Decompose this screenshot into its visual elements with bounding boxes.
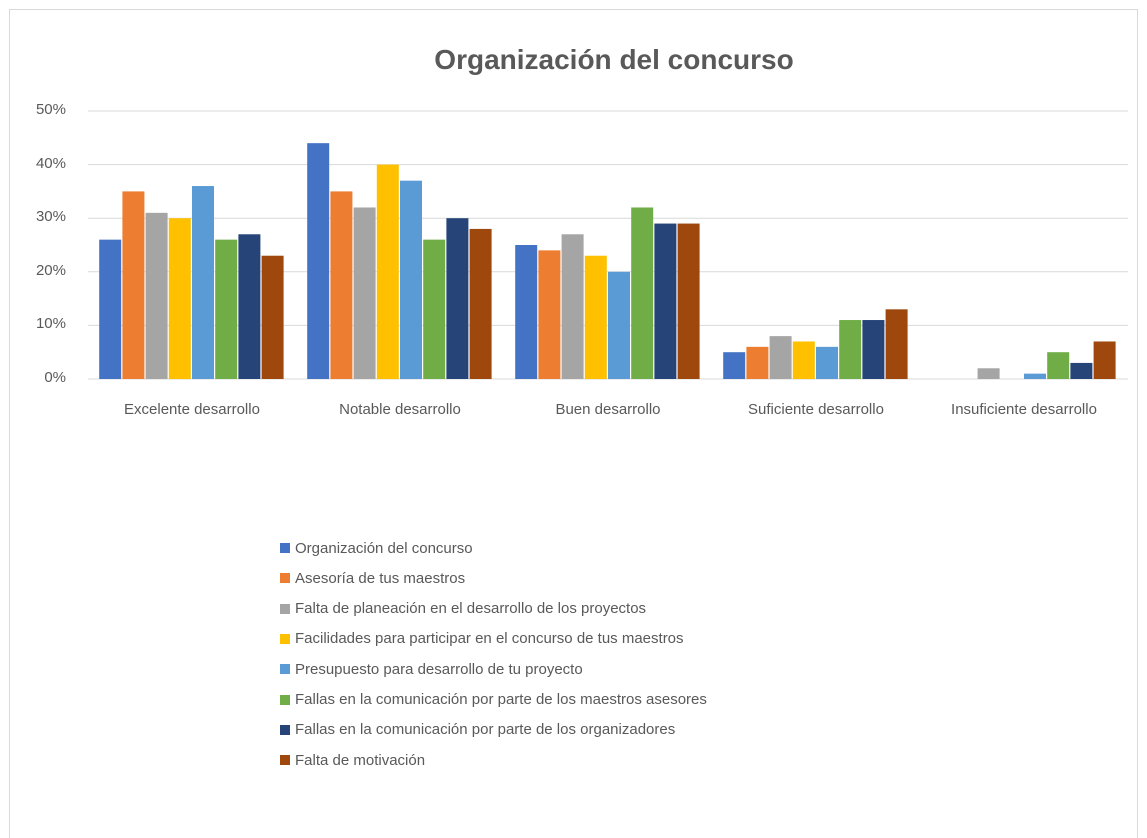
bar <box>122 191 145 379</box>
bar <box>584 255 607 379</box>
x-tick-label: Suficiente desarrollo <box>748 401 884 418</box>
bar <box>376 164 399 379</box>
bar <box>261 255 284 379</box>
y-tick-label: 40% <box>35 154 66 172</box>
bar <box>469 228 492 379</box>
chart-border <box>9 9 1138 838</box>
y-tick-label: 0% <box>44 369 66 386</box>
legend-entry: Organización del concurso <box>280 538 473 558</box>
bar <box>330 191 353 379</box>
bar <box>839 320 862 379</box>
legend-label: Presupuesto para desarrollo de tu proyec… <box>295 660 583 678</box>
bar <box>792 341 815 379</box>
legend-label: Falta de planeación en el desarrollo de … <box>295 600 647 618</box>
legend-swatch <box>280 664 290 675</box>
bar <box>1024 373 1046 379</box>
bar <box>608 271 630 379</box>
y-tick-label: 50% <box>35 101 66 118</box>
legend-entry: Facilidades para participar en el concur… <box>280 629 684 649</box>
legend-label: Asesoría de tus maestros <box>295 569 466 587</box>
legend-swatch <box>280 633 290 644</box>
x-tick-label: Insuficiente desarrollo <box>951 401 1097 418</box>
bar <box>769 336 792 379</box>
bar <box>561 234 584 379</box>
legend-label: Falta de motivación <box>295 751 426 769</box>
x-tick-label: Excelente desarrollo <box>124 401 260 418</box>
bar <box>168 218 191 379</box>
legend-swatch <box>280 603 290 614</box>
y-tick-label: 10% <box>35 315 66 333</box>
legend-swatch <box>280 543 290 553</box>
bar <box>423 239 446 379</box>
bar <box>862 320 885 379</box>
bar <box>538 250 561 379</box>
chart-title: Organización del concurso <box>434 44 794 75</box>
bar <box>885 309 908 379</box>
bar <box>746 346 769 379</box>
legend-label: Fallas en la comunicación por parte de l… <box>295 721 676 739</box>
x-tick-label: Buen desarrollo <box>555 401 661 418</box>
bar <box>977 368 1000 379</box>
bar <box>816 346 838 379</box>
legend-swatch <box>280 724 290 735</box>
legend-label: Fallas en la comunicación por parte de l… <box>295 691 707 708</box>
bar <box>353 207 376 379</box>
legend-entry: Fallas en la comunicación por parte de l… <box>280 690 707 710</box>
bar <box>677 223 700 379</box>
bar <box>631 207 654 379</box>
x-tick-label: Notable desarrollo <box>339 401 461 418</box>
legend-label: Facilidades para participar en el concur… <box>295 630 684 648</box>
bar <box>145 212 168 379</box>
legend-entry: Falta de motivación <box>280 750 425 770</box>
bar <box>446 218 469 379</box>
legend-entry: Falta de planeación en el desarrollo de … <box>280 599 646 619</box>
legend-swatch <box>280 573 290 584</box>
bar <box>1070 362 1093 379</box>
legend-swatch <box>280 694 290 705</box>
bar <box>1047 352 1070 379</box>
bar <box>307 143 330 379</box>
bar <box>99 239 122 379</box>
bar <box>215 239 238 379</box>
bar <box>238 234 261 379</box>
bar <box>654 223 677 379</box>
bar <box>723 352 746 379</box>
bar <box>515 245 538 379</box>
bar <box>400 180 422 379</box>
bar <box>1093 341 1116 379</box>
y-tick-label: 30% <box>35 208 66 226</box>
legend-entry: Asesoría de tus maestros <box>280 568 465 588</box>
legend-swatch <box>280 755 290 766</box>
bar <box>192 186 214 379</box>
legend-entry: Fallas en la comunicación por parte de l… <box>280 720 675 740</box>
legend-label: Organización del concurso <box>295 539 473 557</box>
y-tick-label: 20% <box>35 261 66 279</box>
legend-entry: Presupuesto para desarrollo de tu proyec… <box>280 659 583 679</box>
